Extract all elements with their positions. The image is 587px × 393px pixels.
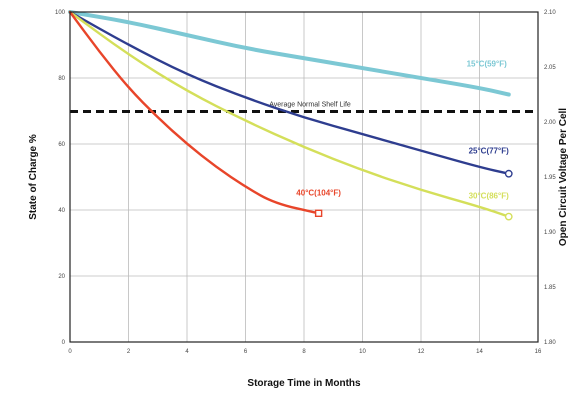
- x-tick-label: 14: [476, 349, 483, 355]
- y2-tick-labels: 1.80 1.85 1.90 1.95 2.00 2.05 2.10: [544, 10, 556, 346]
- y2-tick-label: 1.80: [544, 340, 556, 346]
- plot-frame: [69, 11, 539, 343]
- series-labels: 15°C(59°F) 25°C(77°F) 30°C(86°F) 40°C(104°F…: [296, 60, 509, 201]
- x-tick-label: 6: [244, 349, 248, 355]
- y-tick-label: 20: [58, 274, 65, 280]
- series-label: 25°C(77°F): [469, 147, 510, 156]
- x-tick-label: 16: [535, 349, 542, 355]
- x-tick-label: 8: [302, 349, 306, 355]
- x-tick-label: 12: [418, 349, 425, 355]
- y-tick-label: 100: [55, 10, 66, 16]
- x-axis-label: Storage Time in Months: [247, 378, 361, 389]
- series-line: [68, 10, 511, 97]
- series-line: [68, 10, 320, 215]
- y2-tick-label: 1.85: [544, 285, 556, 291]
- y2-tick-label: 2.05: [544, 65, 556, 71]
- series-end-marker: [504, 169, 513, 178]
- series-label: 30°C(86°F): [469, 192, 510, 201]
- series-line: [68, 10, 510, 218]
- y2-tick-label: 1.95: [544, 175, 556, 181]
- reference-line-label: Average Normal Shelf Life: [269, 102, 351, 109]
- y-tick-labels: 0 20 40 60 80 100: [55, 10, 66, 346]
- x-tick-labels: 0 2 4 6 8 10 12 14 16: [68, 349, 542, 355]
- series-label: 40°C(104°F): [296, 188, 341, 197]
- series-label: 15°C(59°F): [467, 60, 508, 69]
- y-tick-label: 80: [58, 76, 65, 82]
- y2-tick-label: 2.00: [544, 120, 556, 126]
- x-tick-label: 2: [127, 349, 131, 355]
- x-tick-label: 10: [359, 349, 366, 355]
- y-axis-label: State of Charge %: [28, 134, 39, 220]
- y-tick-label: 60: [58, 142, 65, 148]
- y-tick-label: 40: [58, 208, 65, 214]
- y2-tick-label: 1.90: [544, 230, 556, 236]
- y-tick-label: 0: [62, 340, 66, 346]
- x-tick-label: 0: [68, 349, 72, 355]
- reference-line-group: Average Normal Shelf Life: [70, 102, 538, 113]
- x-tick-label: 4: [185, 349, 189, 355]
- y2-tick-label: 2.10: [544, 10, 556, 16]
- series-end-marker: [314, 209, 323, 218]
- series-end-marker: [504, 212, 513, 221]
- series-line: [68, 10, 510, 175]
- series-group: [68, 10, 513, 221]
- y2-axis-label: Open Circuit Voltage Per Cell: [558, 108, 569, 246]
